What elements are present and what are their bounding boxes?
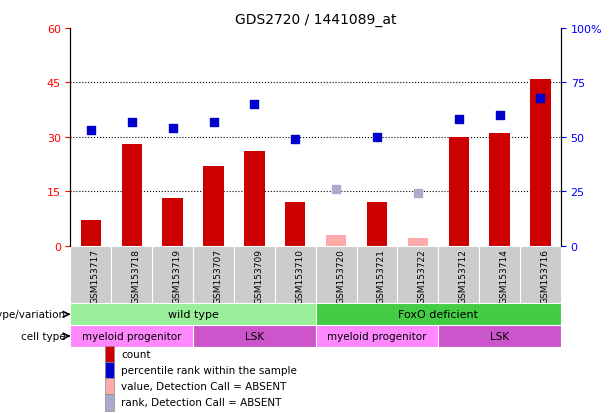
Text: count: count xyxy=(121,349,151,359)
Point xyxy=(291,136,300,143)
Bar xyxy=(112,246,152,304)
Text: GSM153714: GSM153714 xyxy=(500,249,509,304)
Point xyxy=(536,95,546,102)
Text: GSM153709: GSM153709 xyxy=(254,249,264,304)
Text: GSM153720: GSM153720 xyxy=(336,249,345,304)
Point xyxy=(495,112,504,119)
Bar xyxy=(204,166,224,246)
Text: genotype/variation: genotype/variation xyxy=(0,309,66,320)
Bar xyxy=(479,246,520,304)
Bar xyxy=(367,203,387,246)
Bar xyxy=(193,246,234,304)
Bar xyxy=(70,325,193,347)
Text: value, Detection Call = ABSENT: value, Detection Call = ABSENT xyxy=(121,381,286,391)
Bar xyxy=(81,221,101,246)
Point xyxy=(208,119,218,126)
Point xyxy=(86,128,96,134)
Text: wild type: wild type xyxy=(168,309,218,320)
Bar xyxy=(234,246,275,304)
Bar xyxy=(357,246,397,304)
Bar xyxy=(105,362,113,378)
Bar xyxy=(244,152,265,246)
Point xyxy=(168,126,178,132)
Bar xyxy=(105,378,113,394)
Text: myeloid progenitor: myeloid progenitor xyxy=(327,331,427,341)
Bar xyxy=(316,325,438,347)
Text: GSM153717: GSM153717 xyxy=(91,249,100,304)
Bar xyxy=(152,246,193,304)
Bar xyxy=(193,325,316,347)
Bar xyxy=(285,203,305,246)
Bar xyxy=(316,304,561,325)
Bar xyxy=(530,80,550,246)
Bar xyxy=(489,134,510,246)
Text: GSM153707: GSM153707 xyxy=(213,249,223,304)
Bar xyxy=(316,246,357,304)
Bar xyxy=(105,394,113,411)
Point xyxy=(249,102,259,108)
Bar xyxy=(408,239,428,246)
Text: FoxO deficient: FoxO deficient xyxy=(398,309,478,320)
Text: GSM153721: GSM153721 xyxy=(377,249,386,304)
Bar xyxy=(520,246,561,304)
Bar xyxy=(121,145,142,246)
Text: GSM153718: GSM153718 xyxy=(132,249,141,304)
Bar xyxy=(105,346,113,362)
Text: GSM153710: GSM153710 xyxy=(295,249,304,304)
Text: GSM153716: GSM153716 xyxy=(541,249,549,304)
Text: GSM153722: GSM153722 xyxy=(418,249,427,304)
Text: percentile rank within the sample: percentile rank within the sample xyxy=(121,365,297,375)
Point xyxy=(372,134,382,141)
Text: rank, Detection Call = ABSENT: rank, Detection Call = ABSENT xyxy=(121,397,281,407)
Bar xyxy=(70,246,112,304)
Bar xyxy=(438,325,561,347)
Text: myeloid progenitor: myeloid progenitor xyxy=(82,331,181,341)
Text: cell type: cell type xyxy=(21,331,66,341)
Text: GSM153712: GSM153712 xyxy=(459,249,468,304)
Bar xyxy=(438,246,479,304)
Bar xyxy=(397,246,438,304)
Point xyxy=(127,119,137,126)
Text: GSM153719: GSM153719 xyxy=(173,249,181,304)
Text: LSK: LSK xyxy=(245,331,264,341)
Bar xyxy=(449,138,469,246)
Text: LSK: LSK xyxy=(490,331,509,341)
Bar xyxy=(70,304,316,325)
Bar xyxy=(162,199,183,246)
Bar xyxy=(275,246,316,304)
Point xyxy=(331,186,341,193)
Point xyxy=(413,190,423,197)
Bar xyxy=(326,235,346,246)
Point xyxy=(454,117,463,123)
Title: GDS2720 / 1441089_at: GDS2720 / 1441089_at xyxy=(235,12,397,26)
